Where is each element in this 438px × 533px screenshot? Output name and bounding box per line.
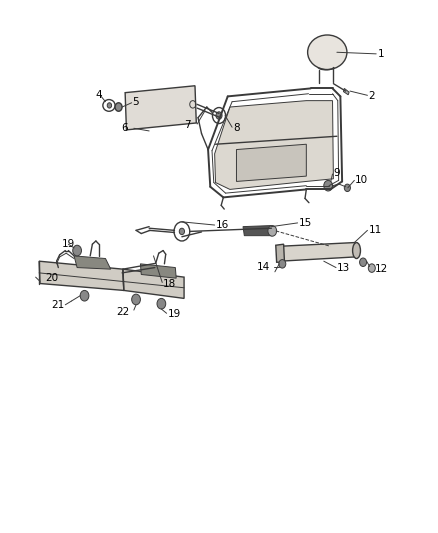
Circle shape: [73, 245, 81, 256]
Text: 20: 20: [45, 273, 58, 283]
Text: 7: 7: [184, 120, 191, 130]
Ellipse shape: [353, 243, 360, 259]
Circle shape: [107, 103, 112, 108]
Text: 14: 14: [257, 262, 271, 271]
Circle shape: [360, 258, 367, 266]
Text: 11: 11: [368, 225, 381, 236]
Circle shape: [344, 184, 350, 191]
Text: 4: 4: [96, 90, 102, 100]
Text: 22: 22: [116, 306, 130, 317]
Polygon shape: [123, 269, 184, 298]
Circle shape: [279, 260, 286, 268]
Text: 10: 10: [355, 175, 368, 185]
Circle shape: [268, 225, 277, 236]
Text: 2: 2: [368, 91, 375, 101]
Polygon shape: [243, 225, 272, 236]
Circle shape: [216, 112, 222, 119]
Text: 16: 16: [215, 220, 229, 230]
Circle shape: [115, 103, 122, 111]
Polygon shape: [343, 88, 349, 95]
Polygon shape: [277, 243, 358, 261]
Polygon shape: [39, 261, 124, 290]
Circle shape: [324, 180, 332, 191]
Text: 21: 21: [51, 300, 64, 310]
Circle shape: [157, 298, 166, 309]
Text: 8: 8: [233, 123, 240, 133]
Polygon shape: [141, 264, 176, 278]
Polygon shape: [125, 86, 196, 130]
Circle shape: [80, 290, 89, 301]
Text: 12: 12: [375, 264, 389, 274]
Circle shape: [132, 294, 141, 305]
Text: 18: 18: [163, 279, 177, 288]
Text: 13: 13: [337, 263, 350, 273]
Text: 19: 19: [167, 309, 181, 319]
Circle shape: [368, 264, 375, 272]
Text: 5: 5: [133, 97, 139, 107]
Circle shape: [179, 228, 184, 235]
Polygon shape: [237, 144, 306, 181]
Text: 19: 19: [62, 239, 75, 249]
Text: 6: 6: [122, 123, 128, 133]
Ellipse shape: [307, 35, 347, 69]
Polygon shape: [74, 256, 111, 269]
Polygon shape: [276, 244, 285, 262]
Text: 15: 15: [298, 218, 312, 228]
Text: 1: 1: [378, 49, 384, 59]
Text: 9: 9: [333, 168, 340, 178]
Polygon shape: [215, 101, 333, 189]
